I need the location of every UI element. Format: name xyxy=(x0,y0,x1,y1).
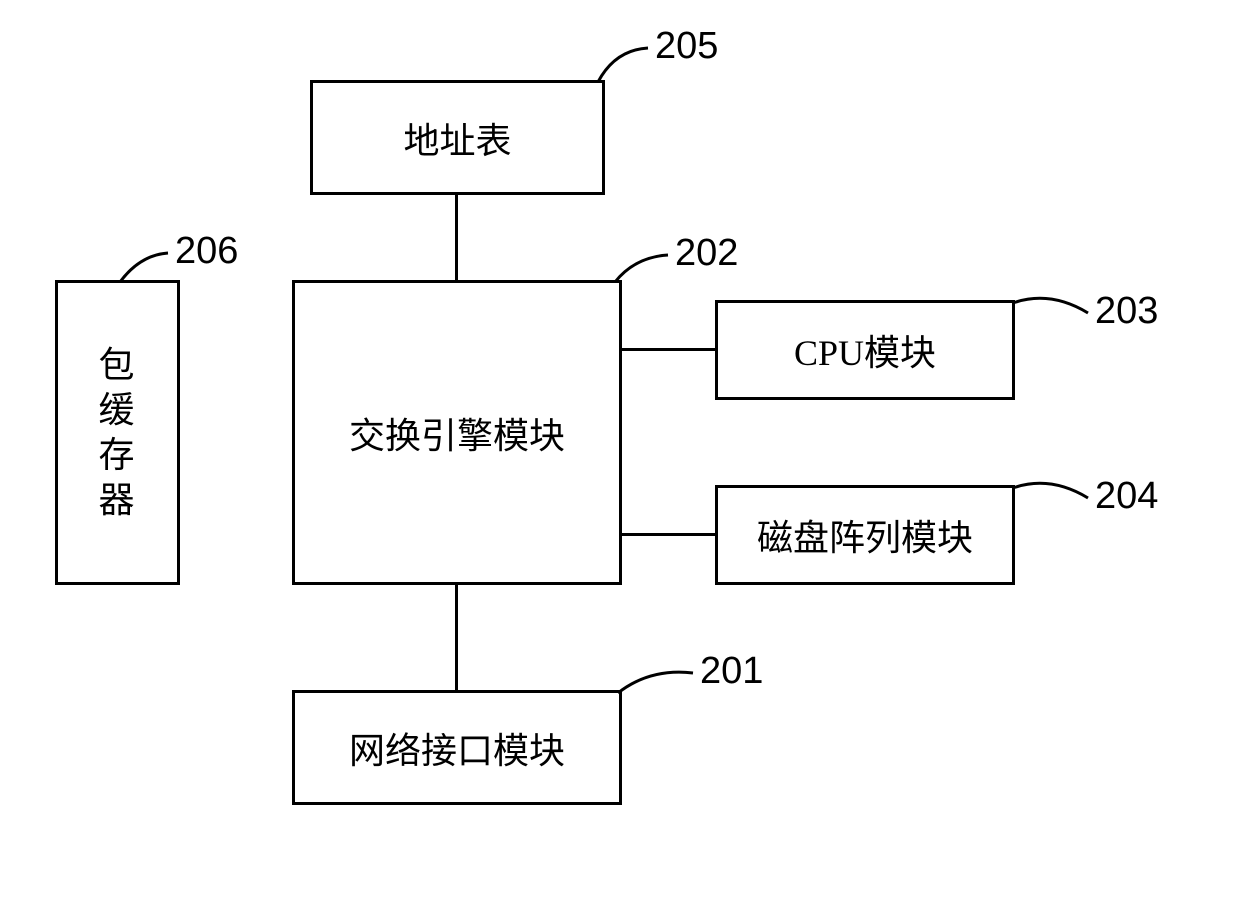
node-network-interface-label: 网络接口模块 xyxy=(349,722,565,774)
ref-label-201: 201 xyxy=(700,650,763,693)
ref-label-206: 206 xyxy=(175,230,238,273)
node-packet-buffer: 包缓存器 xyxy=(55,280,180,585)
node-cpu-module: CPU模块 xyxy=(715,300,1015,400)
node-network-interface: 网络接口模块 xyxy=(292,690,622,805)
node-disk-array: 磁盘阵列模块 xyxy=(715,485,1015,585)
connector-cpu xyxy=(622,348,715,351)
ref-label-203: 203 xyxy=(1095,290,1158,333)
node-switch-engine-label: 交换引擎模块 xyxy=(349,407,565,459)
connector-top xyxy=(455,195,458,280)
node-disk-array-label: 磁盘阵列模块 xyxy=(757,509,973,561)
connector-bottom xyxy=(455,585,458,690)
ref-label-205: 205 xyxy=(655,25,718,68)
node-address-table-label: 地址表 xyxy=(403,112,511,164)
node-packet-buffer-label: 包缓存器 xyxy=(82,343,154,523)
node-cpu-module-label: CPU模块 xyxy=(794,324,936,376)
node-switch-engine: 交换引擎模块 xyxy=(292,280,622,585)
ref-label-202: 202 xyxy=(675,232,738,275)
node-address-table: 地址表 xyxy=(310,80,605,195)
ref-label-204: 204 xyxy=(1095,475,1158,518)
connector-disk xyxy=(622,533,715,536)
